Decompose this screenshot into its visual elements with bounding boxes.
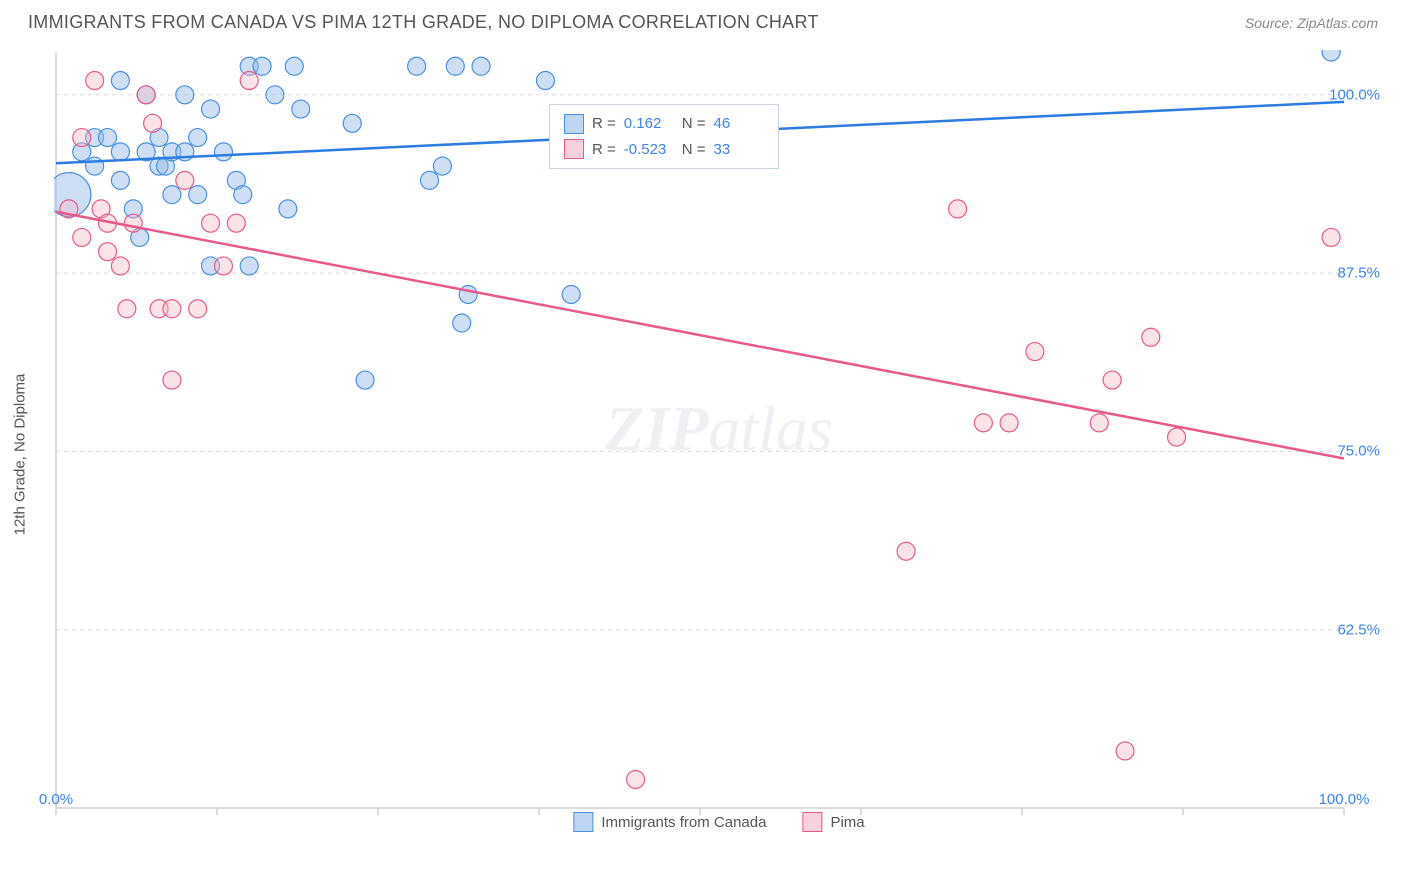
legend-swatch	[802, 812, 822, 832]
y-tick-label: 100.0%	[1329, 86, 1380, 103]
r-value: 0.162	[624, 111, 674, 137]
x-tick-label: 0.0%	[39, 791, 73, 808]
y-tick-label: 75.0%	[1337, 443, 1380, 460]
r-label: R =	[592, 111, 616, 137]
y-tick-label: 62.5%	[1337, 621, 1380, 638]
n-value: 33	[714, 137, 764, 163]
legend-label: Immigrants from Canada	[601, 814, 766, 831]
legend-swatch	[573, 812, 593, 832]
n-label: N =	[682, 111, 706, 137]
stats-box: R = 0.162 N = 46 R = -0.523 N = 33	[549, 104, 779, 169]
stat-row: R = 0.162 N = 46	[564, 111, 764, 137]
chart-area: ZIPatlas R =0.162N =46R =-0.523N =33 62.…	[54, 50, 1384, 840]
legend-item: Immigrants from Canada	[573, 812, 766, 832]
legend-item: Pima	[802, 812, 864, 832]
series-swatch	[564, 139, 584, 159]
y-tick-label: 87.5%	[1337, 265, 1380, 282]
n-label: N =	[682, 137, 706, 163]
chart-title: IMMIGRANTS FROM CANADA VS PIMA 12TH GRAD…	[28, 12, 819, 33]
source-label: Source: ZipAtlas.com	[1245, 15, 1378, 31]
legend: Immigrants from Canada Pima	[573, 812, 864, 832]
r-label: R =	[592, 137, 616, 163]
n-value: 46	[714, 111, 764, 137]
legend-label: Pima	[830, 814, 864, 831]
stat-row: R = -0.523 N = 33	[564, 137, 764, 163]
y-axis-label: 12th Grade, No Diploma	[12, 374, 29, 536]
x-tick-label: 100.0%	[1319, 791, 1370, 808]
r-value: -0.523	[624, 137, 674, 163]
series-swatch	[564, 114, 584, 134]
